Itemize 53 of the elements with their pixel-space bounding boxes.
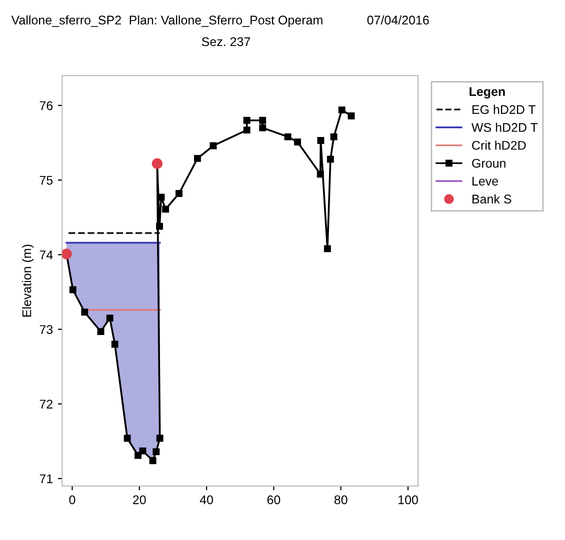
point <box>316 170 324 178</box>
x-tick-label: 60 <box>267 495 280 504</box>
x-tick-label: 80 <box>334 495 348 504</box>
y-tick-label: 74 <box>40 250 53 260</box>
chart-title: Vallone_sferro_SP2 <box>11 15 121 27</box>
point <box>156 434 164 442</box>
point <box>284 133 292 140</box>
point <box>326 156 334 163</box>
point <box>139 447 146 454</box>
point <box>243 126 250 134</box>
point <box>149 457 156 464</box>
point <box>324 245 331 252</box>
x-tick-label: 40 <box>200 495 214 504</box>
y-tick-label: 76 <box>40 101 53 110</box>
point <box>243 116 250 124</box>
x-tick-label: 100 <box>398 495 418 504</box>
point <box>106 314 114 322</box>
point <box>294 138 302 146</box>
point <box>152 448 160 456</box>
y-tick-label: 75 <box>40 176 53 185</box>
point <box>348 112 355 120</box>
point <box>259 124 266 132</box>
x-tick-label: 20 <box>133 495 146 504</box>
legend-label: Bank S <box>472 194 512 204</box>
point <box>210 142 217 150</box>
point <box>330 133 338 140</box>
point <box>69 286 76 294</box>
y-tick-label: 73 <box>40 325 53 334</box>
legend-label: EG hD2D T <box>472 104 536 114</box>
point <box>259 116 266 124</box>
point <box>338 106 346 114</box>
point <box>111 340 118 348</box>
text: Sez. 237 <box>202 37 250 46</box>
y-axis-title: Elevation (m) <box>22 244 34 317</box>
x-tick-label: 0 <box>69 495 76 504</box>
text: 07/04/2016 <box>367 15 429 25</box>
legend-label: Crit hD2D <box>472 140 526 150</box>
point <box>156 222 164 230</box>
y-tick-label: 72 <box>40 400 52 408</box>
point <box>194 154 201 162</box>
point <box>81 308 88 316</box>
point <box>176 190 182 197</box>
legend-title: Legen <box>470 87 505 99</box>
y-tick-label: 71 <box>40 474 53 484</box>
point <box>134 452 142 459</box>
point <box>97 328 104 336</box>
point <box>317 137 324 144</box>
point <box>124 434 131 442</box>
chart-subtitle: Plan: Vallone_Sferro_Post Operam <box>130 15 322 27</box>
legend-label: Groun <box>472 158 506 168</box>
point <box>162 206 170 213</box>
legend-label: Leve <box>472 176 498 186</box>
legend-label: WS hD2D T <box>472 122 538 132</box>
